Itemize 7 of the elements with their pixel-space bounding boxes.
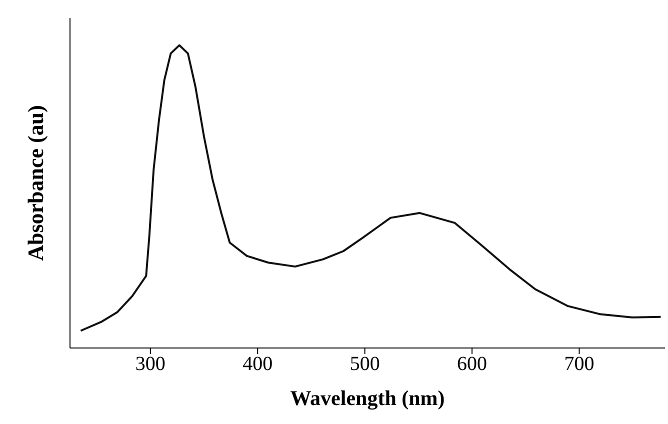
- x-tick-label: 500: [350, 353, 380, 376]
- x-tick-label: 400: [242, 353, 273, 376]
- x-tick-label: 600: [457, 353, 488, 376]
- x-tick-label: 300: [135, 353, 166, 376]
- x-axis-title: Wavelength (nm): [290, 386, 445, 410]
- y-axis-title: Absorbance (au): [22, 105, 48, 261]
- x-tick-label: 700: [564, 353, 594, 376]
